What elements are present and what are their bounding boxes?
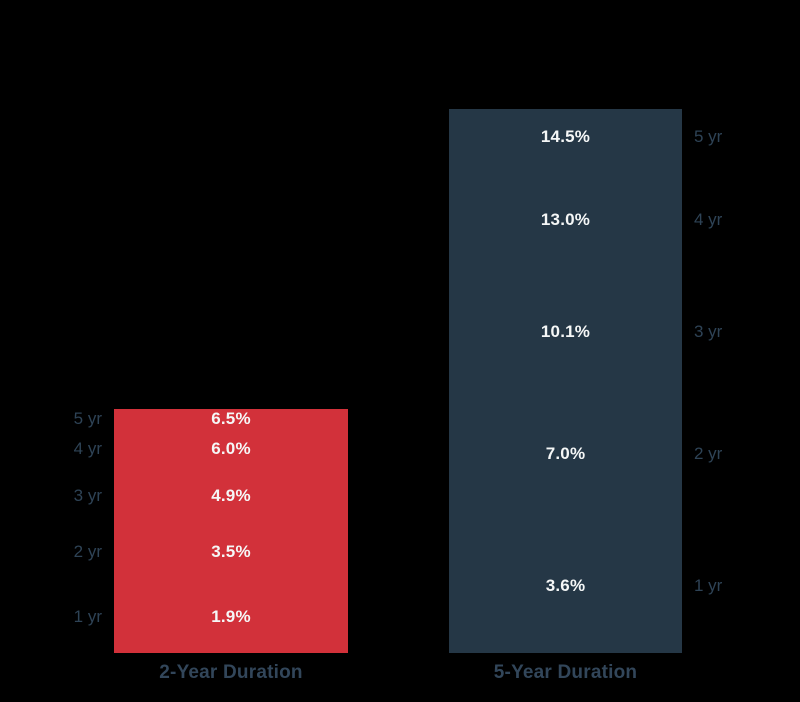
bar-value-label: 3.5% [211,542,251,561]
bar-value-label: 6.0% [211,439,251,458]
bar-5-year-duration [449,109,682,653]
bar-value-label: 3.6% [545,576,586,595]
year-tick-label: 1 yr [694,576,723,595]
bar-value-label: 4.9% [211,486,251,505]
bar-2-year-duration [114,409,348,653]
bar-value-label: 14.5% [540,127,591,146]
bar-value-label: 1.9% [211,607,251,626]
bar-value-label: 13.0% [540,210,591,229]
bar-value-label: 6.5% [211,409,251,428]
bar-value-label: 10.1% [540,322,591,341]
year-tick-label: 5 yr [73,409,102,428]
category-label-5-year: 5-Year Duration [493,662,638,683]
year-tick-label: 2 yr [73,542,102,561]
year-tick-label: 4 yr [694,210,723,229]
year-tick-label: 2 yr [694,444,723,463]
year-tick-label: 3 yr [694,322,723,341]
year-tick-label: 4 yr [73,439,102,458]
year-tick-label: 3 yr [73,486,102,505]
year-tick-label: 5 yr [694,127,723,146]
category-label-2-year: 2-Year Duration [159,662,303,683]
year-tick-label: 1 yr [73,607,102,626]
bar-value-label: 7.0% [545,444,586,463]
